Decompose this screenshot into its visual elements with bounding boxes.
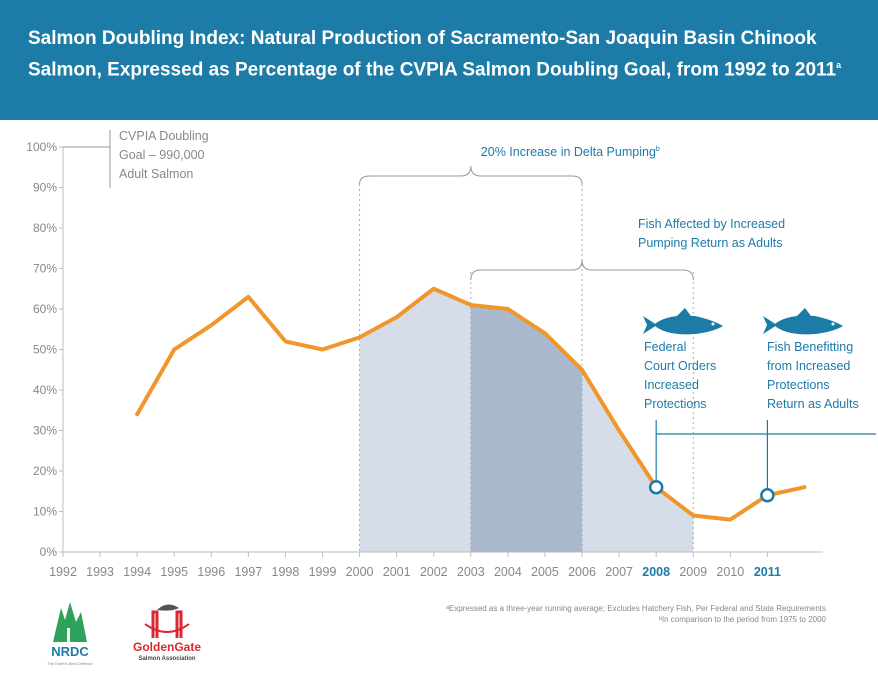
annotations: CVPIA Doubling Goal – 990,000 Adult Salmon… — [119, 129, 859, 411]
y-tick-label: 60% — [33, 302, 57, 316]
court-orders-label-line: Increased — [644, 378, 699, 392]
salmon-icon-benefit-eye — [831, 322, 835, 326]
y-tick-label: 50% — [33, 343, 57, 357]
title-banner: Salmon Doubling Index: Natural Productio… — [0, 0, 878, 120]
x-axis: 1992 1993 1994 1995 1996 1997 1998 1999 2000 2001… — [49, 551, 823, 579]
y-tick-label: 20% — [33, 464, 57, 478]
x-tick-label: 2004 — [494, 565, 522, 579]
x-tick-label: 2011 — [754, 565, 781, 579]
return-adults-label-line: Pumping Return as Adults — [638, 236, 783, 250]
return-adults-label-line: Fish Affected by Increased — [638, 217, 785, 231]
salmon-icon-benefit — [763, 308, 843, 335]
x-tick-label: 2009 — [679, 565, 707, 579]
nrdc-logo: NRDC The Earth's Best Defense — [47, 602, 94, 666]
x-tick-label: 1996 — [197, 565, 225, 579]
y-tick-label: 100% — [26, 140, 57, 154]
salmon-icon-court-eye — [711, 322, 715, 326]
event-markers — [648, 479, 775, 503]
x-tick-label: 1992 — [49, 565, 77, 579]
goal-label-line: Adult Salmon — [119, 167, 193, 181]
court-orders-label-line: Court Orders — [644, 359, 716, 373]
salmon-icon-court-body — [655, 315, 723, 335]
pumping-footnote-marker: b — [656, 146, 660, 153]
salmon-icon-court-fin — [677, 308, 691, 316]
x-tick-label: 2007 — [605, 565, 633, 579]
y-tick-label: 30% — [33, 424, 57, 438]
x-tick-label: 2002 — [420, 565, 448, 579]
goal-guide-line — [63, 130, 111, 188]
event-marker-2008 — [648, 479, 664, 495]
footnotes: ᵃExpressed as a three-year running avera… — [226, 603, 826, 625]
pumping-bracket — [359, 165, 583, 185]
y-tick-label: 0% — [40, 545, 58, 559]
bridge-cable-icon — [144, 623, 190, 633]
x-tick-label: 2006 — [568, 565, 596, 579]
x-tick-label: 1995 — [160, 565, 188, 579]
nrdc-tree-icon — [53, 602, 87, 642]
benefitting-label-line: Fish Benefitting — [767, 340, 853, 354]
golden-gate-text: GoldenGate — [133, 640, 201, 654]
goal-label-line: Goal – 990,000 — [119, 148, 205, 162]
court-orders-label-line: Protections — [644, 397, 707, 411]
benefitting-label-line: Return as Adults — [767, 397, 859, 411]
salmon-icon-benefit-body — [775, 315, 843, 335]
x-tick-label: 2003 — [457, 565, 485, 579]
y-tick-label: 80% — [33, 221, 57, 235]
footnote-b: ᵇIn comparison to the period from 1975 t… — [658, 615, 826, 624]
salmon-logo-icon — [157, 604, 179, 611]
shaded-periods — [359, 288, 694, 552]
shaded-area-2003-2006 — [470, 304, 583, 552]
series-line — [135, 286, 807, 522]
pumping-label: 20% Increase in Delta Pumpingb — [481, 145, 660, 159]
x-tick-label: 2001 — [383, 565, 411, 579]
x-tick-label: 2008 — [642, 565, 670, 579]
salmon-icon-court — [643, 308, 723, 335]
x-tick-label: 2000 — [346, 565, 374, 579]
y-tick-label: 10% — [33, 505, 57, 519]
salmon-index-chart: 0%10%20%30%40%50%60%70%80%90%100% 1992 19… — [26, 129, 876, 579]
y-tick-label: 40% — [33, 383, 57, 397]
y-tick-label: 70% — [33, 262, 57, 276]
x-tick-label: 1994 — [123, 565, 151, 579]
event-marker-2011 — [760, 488, 775, 503]
return-adults-bracket — [470, 259, 694, 281]
footnote-a: ᵃExpressed as a three-year running avera… — [445, 604, 826, 613]
nrdc-text: NRDC — [51, 644, 89, 659]
x-tick-label: 1993 — [86, 565, 114, 579]
benefitting-label-line: Protections — [767, 378, 830, 392]
x-tick-label: 1997 — [234, 565, 262, 579]
chart-title: Salmon Doubling Index: Natural Productio… — [28, 26, 858, 83]
court-orders-label-line: Federal — [644, 340, 686, 354]
nrdc-trunk-shape — [67, 628, 70, 642]
nrdc-tagline: The Earth's Best Defense — [47, 661, 93, 666]
partner-logos: NRDC The Earth's Best Defense GoldenGate… — [47, 602, 201, 666]
y-axis: 0% 10% 20% 30% 40% 50% 60% 70% 80% 90% 100% — [26, 140, 64, 559]
salmon-icon-court-tail — [643, 316, 657, 334]
bridge-towers-icon — [151, 610, 183, 638]
x-tick-label: 2010 — [716, 565, 744, 579]
salmon-icon-benefit-fin — [797, 308, 811, 316]
benefitting-label-line: from Increased — [767, 359, 850, 373]
y-tick-label: 90% — [33, 181, 57, 195]
title-footnote-marker: a — [836, 60, 842, 70]
x-tick-label: 1999 — [309, 565, 337, 579]
salmon-association-text: Salmon Association — [138, 656, 195, 662]
x-tick-label: 2005 — [531, 565, 559, 579]
guide-lines — [63, 130, 876, 552]
salmon-icon-benefit-tail — [763, 316, 777, 334]
chart-title-text: Salmon Doubling Index: Natural Productio… — [28, 28, 837, 81]
goal-label-line: CVPIA Doubling — [119, 129, 209, 143]
x-tick-label: 1998 — [272, 565, 300, 579]
golden-gate-logo: GoldenGate Salmon Association — [133, 604, 201, 662]
